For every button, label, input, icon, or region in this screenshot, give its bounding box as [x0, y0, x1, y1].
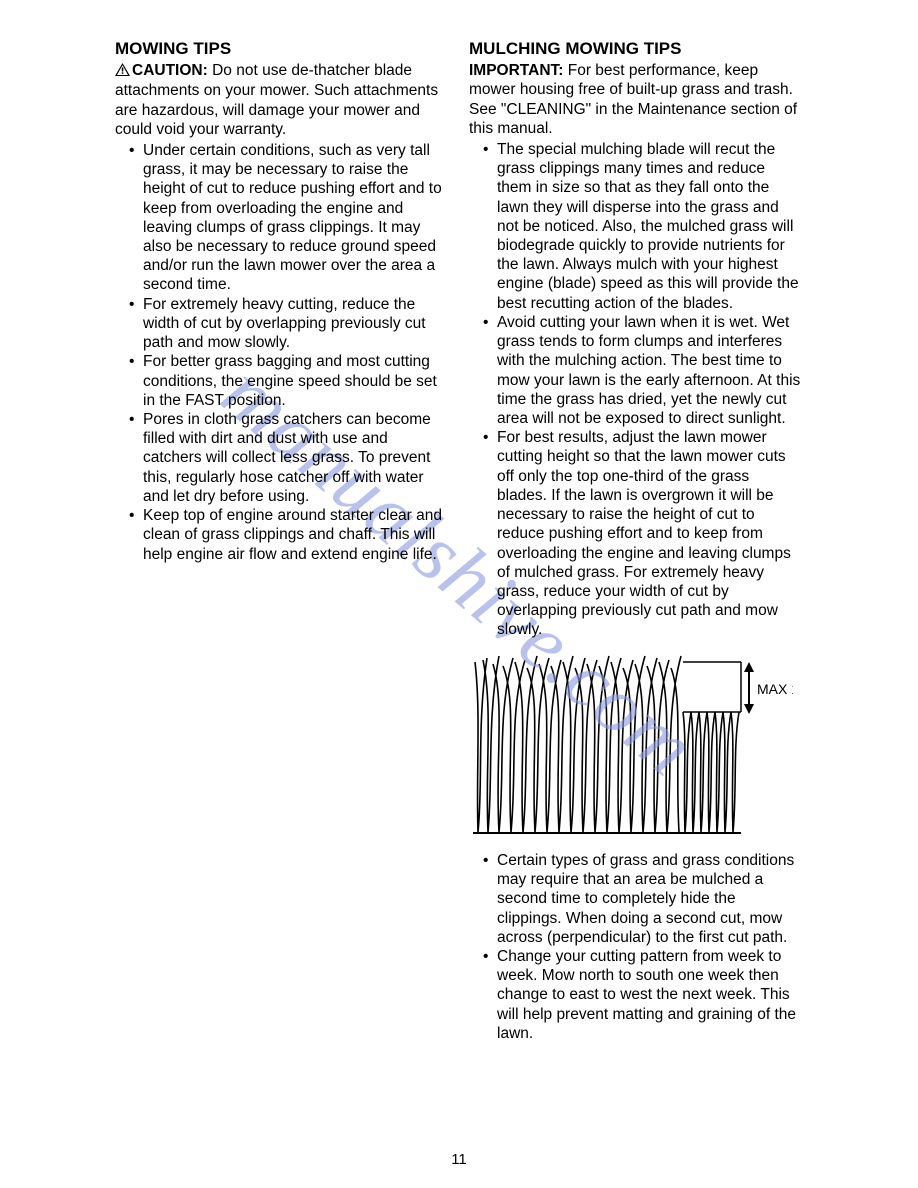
list-item: The special mulching blade will recut th…	[487, 140, 803, 313]
mulching-tips-list-top: The special mulching blade will recut th…	[469, 140, 803, 640]
figure-max-label: MAX 1/3	[757, 681, 793, 697]
mulching-tips-heading: MULCHING MOWING TIPS	[469, 38, 803, 59]
list-item: Keep top of engine around starter clear …	[133, 506, 449, 564]
right-column: MULCHING MOWING TIPS IMPORTANT: For best…	[469, 38, 803, 1043]
list-item: Change your cutting pattern from week to…	[487, 947, 803, 1043]
grass-figure: MAX 1/3	[473, 654, 803, 839]
list-item: For better grass bagging and most cuttin…	[133, 352, 449, 410]
page-number: 11	[0, 1151, 918, 1168]
content-columns: MOWING TIPS CAUTION: Do not use de-thatc…	[115, 38, 803, 1043]
caution-label: CAUTION:	[132, 62, 208, 79]
list-item: Pores in cloth grass catchers can become…	[133, 410, 449, 506]
left-column: MOWING TIPS CAUTION: Do not use de-thatc…	[115, 38, 449, 1043]
list-item: Under certain conditions, such as very t…	[133, 141, 449, 295]
caution-paragraph: CAUTION: Do not use de-thatcher blade at…	[115, 61, 449, 139]
mowing-tips-list: Under certain conditions, such as very t…	[115, 141, 449, 564]
mulching-tips-list-bottom: Certain types of grass and grass conditi…	[469, 851, 803, 1043]
list-item: For best results, adjust the lawn mower …	[487, 428, 803, 639]
list-item: Certain types of grass and grass conditi…	[487, 851, 803, 947]
list-item: Avoid cutting your lawn when it is wet. …	[487, 313, 803, 428]
important-label: IMPORTANT:	[469, 62, 563, 79]
list-item: For extremely heavy cutting, reduce the …	[133, 295, 449, 353]
mowing-tips-heading: MOWING TIPS	[115, 38, 449, 59]
important-paragraph: IMPORTANT: For best performance, keep mo…	[469, 61, 803, 138]
warning-icon	[115, 62, 130, 81]
